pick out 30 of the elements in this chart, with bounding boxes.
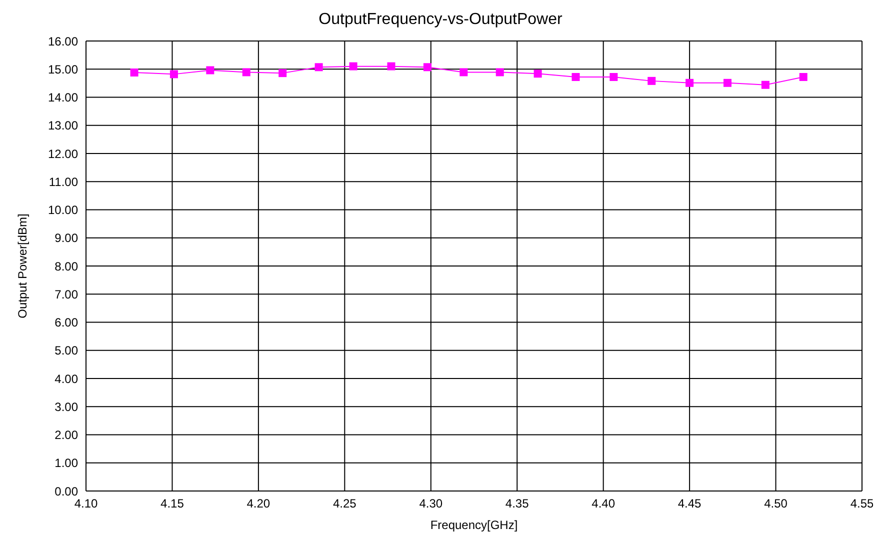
- y-axis-title: Output Power[dBm]: [15, 214, 30, 318]
- y-tick-label: 13.00: [48, 118, 78, 133]
- x-tick-label: 4.30: [419, 496, 443, 511]
- y-tick-label: 3.00: [54, 400, 78, 414]
- y-tick-label: 15.00: [48, 62, 78, 76]
- x-tick-label: 4.40: [592, 496, 616, 511]
- y-tick-label: 7.00: [54, 287, 78, 302]
- x-tick-label: 4.55: [850, 496, 874, 511]
- x-tick-label: 4.20: [246, 496, 270, 511]
- x-tick-label: 4.50: [764, 496, 788, 511]
- y-tick-label: 14.00: [48, 90, 78, 105]
- y-tick-label: 16.00: [48, 34, 78, 48]
- y-tick-label: 2.00: [54, 428, 78, 442]
- y-tick-label: 11.00: [48, 174, 78, 189]
- x-tick-label: 4.15: [160, 496, 184, 511]
- y-tick-label: 4.00: [54, 372, 78, 386]
- y-tick-label: 12.00: [48, 146, 78, 161]
- x-tick-label: 4.45: [678, 496, 702, 511]
- y-tick-label: 8.00: [54, 259, 78, 274]
- x-tick-label: 4.10: [74, 496, 98, 511]
- y-tick-label: 1.00: [54, 456, 78, 470]
- y-tick-label: 10.00: [48, 203, 78, 218]
- x-axis-title: Frequency[GHz]: [430, 518, 518, 532]
- y-tick-label: 0.00: [54, 484, 78, 498]
- y-tick-label: 6.00: [54, 316, 78, 330]
- x-tick-label: 4.25: [332, 496, 357, 511]
- x-tick-label: 4.35: [505, 496, 530, 511]
- chart-title: OutputFrequency-vs-OutputPower: [318, 10, 564, 30]
- y-tick-label: 5.00: [54, 344, 78, 358]
- y-tick-label: 9.00: [54, 231, 78, 246]
